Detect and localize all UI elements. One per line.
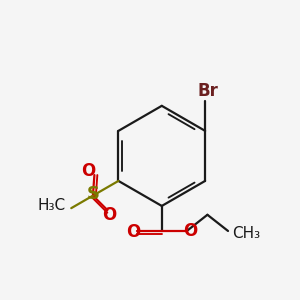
Text: S: S <box>86 185 99 203</box>
Text: O: O <box>126 224 140 242</box>
Text: O: O <box>103 206 117 224</box>
Text: H₃C: H₃C <box>37 198 65 213</box>
Text: O: O <box>184 222 198 240</box>
Text: CH₃: CH₃ <box>232 226 261 241</box>
Text: Br: Br <box>198 82 218 100</box>
Text: O: O <box>81 163 96 181</box>
